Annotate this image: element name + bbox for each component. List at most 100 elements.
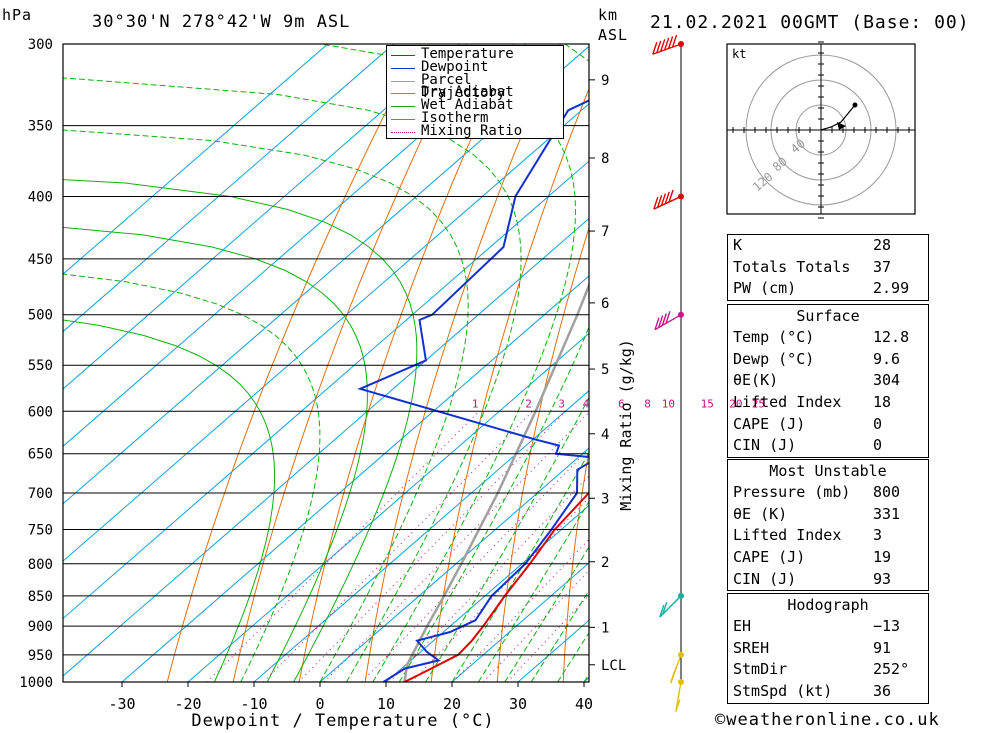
legend-swatch [391, 93, 415, 95]
row-value: 3 [873, 526, 883, 545]
x-axis-label: Dewpoint / Temperature (°C) [191, 711, 494, 731]
table-row: Lifted Index 3 [728, 525, 928, 547]
row-label: Totals Totals [733, 257, 851, 276]
row-value: 331 [873, 504, 901, 523]
temperature-tick-label: 40 [575, 695, 593, 713]
table-row: CAPE (J) 19 [728, 547, 928, 569]
mixing-ratio-line [323, 411, 589, 682]
pressure-tick-label: 850 [28, 589, 53, 605]
row-label: StmDir [733, 660, 788, 679]
mixing-ratio-label: 20 [729, 397, 742, 410]
isotherm-line [319, 447, 589, 682]
mixing-ratio-line [482, 569, 589, 682]
table-row: θE (K) 331 [728, 504, 928, 526]
height-tick-label: 5 [601, 362, 609, 378]
pressure-tick-label: 400 [28, 189, 53, 205]
isotherm-line [451, 562, 589, 682]
temperature-tick-label: -30 [108, 695, 135, 713]
wet-adiabat-line [530, 589, 589, 682]
legend-entry: Isotherm [421, 110, 489, 126]
hodograph-end-dot [852, 102, 858, 108]
asl-unit: ASL [598, 26, 629, 44]
pressure-tick-label: 750 [28, 523, 53, 539]
legend-entry: Parcel Trajectory [421, 71, 506, 101]
height-tick-label: 6 [601, 296, 609, 312]
row-value: 252° [873, 660, 910, 679]
row-label: CAPE (J) [733, 414, 806, 433]
legend-entry: Dewpoint [421, 58, 489, 75]
mixing-ratio-label: 4 [583, 397, 590, 410]
legend-entry: Wet Adiabat [421, 97, 514, 114]
row-value: 2.99 [873, 279, 910, 298]
row-value: 12.8 [873, 328, 910, 346]
isotherm-line [63, 44, 329, 275]
mixing-ratio-line [452, 538, 589, 682]
table-row: K 28 [728, 235, 928, 257]
mixing-ratio-label: 2 [525, 397, 532, 410]
pressure-tick-label: 1000 [19, 675, 53, 691]
legend-swatch [391, 131, 415, 133]
mixing-ratio-line [389, 475, 589, 682]
table-row: PW (cm) 2.99 [728, 278, 928, 300]
height-tick-label: 4 [601, 427, 609, 443]
row-label: Lifted Index [733, 393, 842, 412]
row-label: SREH [733, 638, 770, 657]
isotherm-line [187, 332, 589, 682]
height-tick-label: 7 [601, 224, 609, 240]
isotherm-line [63, 45, 589, 505]
table-row: CIN (J) 93 [728, 569, 928, 591]
table-row: SREH 91 [728, 638, 928, 660]
pressure-tick-label: 900 [28, 619, 53, 635]
mixing-ratio-line [263, 410, 533, 682]
pressure-tick-label: 500 [28, 308, 53, 324]
location-title: 30°30'N 278°42'W 9m ASL [92, 12, 351, 32]
table-row: Totals Totals 37 [728, 257, 928, 279]
wind-barb [670, 654, 682, 684]
table-row: Pressure (mb) 800 [728, 482, 928, 504]
pressure-unit: hPa [2, 6, 33, 24]
chart-legend: Temperature Dewpoint Parcel Trajectory Dry … [386, 45, 564, 139]
height-tick-label: LCL [601, 658, 626, 674]
wet-adiabat-line [477, 500, 589, 682]
table-row: Temp (°C) 12.8 [728, 327, 928, 349]
legend-swatch [391, 67, 415, 69]
row-value: 9.6 [873, 349, 901, 368]
table-row: EH −13 [728, 616, 928, 638]
isotherm-line [63, 217, 589, 677]
row-label: θE (K) [733, 504, 788, 523]
indices-table: K 28 Totals Totals 37 PW (cm) 2.99 [727, 234, 929, 302]
mixing-ratio-label: 1 [472, 397, 479, 410]
dry-adiabat-line [939, 44, 982, 682]
table-title: Surface [796, 307, 860, 325]
table-row: StmSpd (kt) 36 [728, 681, 928, 703]
site-credit: ©weatheronline.co.uk [715, 710, 940, 730]
temperature-tick-label: 0 [315, 695, 324, 713]
row-value: 36 [873, 682, 892, 701]
table-title: Hodograph [787, 596, 869, 614]
dry-adiabat-line [995, 44, 1000, 682]
temperature-tick-label: 30 [509, 695, 527, 713]
km-unit: km [598, 6, 619, 24]
row-label: CAPE (J) [733, 548, 806, 567]
legend-swatch [391, 80, 415, 82]
height-tick-label: 9 [601, 73, 609, 89]
row-value: 19 [873, 548, 892, 567]
row-label: StmSpd (kt) [733, 682, 833, 701]
isotherm-line [63, 160, 589, 620]
row-label: Pressure (mb) [733, 483, 851, 501]
legend-entry: Mixing Ratio [421, 122, 523, 139]
mixing-ratio-label: 10 [662, 397, 675, 410]
pressure-tick-label: 350 [28, 119, 53, 135]
height-tick-label: 3 [601, 491, 609, 507]
height-tick-label: 1 [601, 620, 609, 636]
mixing-ratio-axis-label: Mixing Ratio (g/kg) [617, 339, 635, 511]
table-title: Most Unstable [769, 462, 887, 480]
temperature-tick-label: 10 [377, 695, 395, 713]
isotherm-line [385, 504, 589, 682]
wet-adiabat-line [63, 77, 522, 682]
pressure-tick-label: 300 [28, 37, 53, 53]
hodograph-unit: kt [732, 47, 746, 61]
legend-swatch [391, 119, 415, 120]
wind-barb [654, 311, 682, 331]
wet-adiabat-line [320, 44, 577, 682]
